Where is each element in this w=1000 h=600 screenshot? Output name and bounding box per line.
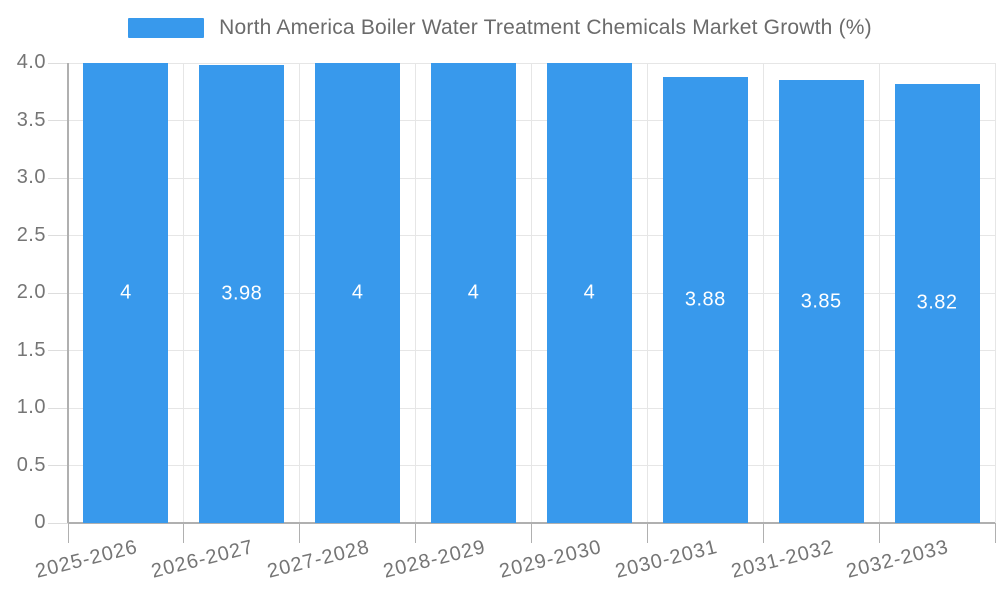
- x-tick-label: 2026-2027: [149, 536, 257, 583]
- y-tick-label: 2.5: [16, 223, 46, 246]
- bar-value-label: 4: [583, 281, 596, 304]
- x-tick-label: 2030-2031: [612, 536, 720, 583]
- x-axis-tick: [67, 523, 69, 543]
- bar[interactable]: [778, 80, 864, 523]
- v-gridline: [762, 63, 764, 523]
- y-axis-tick: [48, 292, 68, 294]
- bar-value-label: 3.88: [684, 288, 726, 311]
- bar[interactable]: [83, 63, 169, 523]
- y-axis-tick: [48, 120, 68, 121]
- x-tick-label: 2025-2026: [33, 536, 141, 583]
- y-tick-label: 0.5: [16, 453, 46, 476]
- y-axis-tick: [48, 350, 68, 351]
- x-tick-label: 2032-2033: [844, 536, 952, 583]
- x-axis-tick: [762, 523, 764, 543]
- v-gridline: [994, 63, 996, 523]
- y-tick-label: 4.0: [16, 51, 46, 74]
- x-axis-tick: [646, 523, 648, 543]
- bar[interactable]: [546, 63, 632, 523]
- bar-value-label: 4: [120, 281, 132, 304]
- bar-value-label: 4: [467, 281, 480, 304]
- v-gridline: [646, 63, 648, 523]
- bar-value-label: 3.85: [800, 290, 842, 313]
- x-tick-label: 2029-2030: [496, 536, 604, 583]
- bar[interactable]: [662, 76, 748, 523]
- v-gridline: [183, 63, 185, 523]
- bar[interactable]: [315, 63, 401, 523]
- v-gridline: [878, 63, 880, 523]
- y-tick-label: 1.0: [16, 396, 46, 419]
- y-axis-tick: [48, 235, 68, 236]
- x-axis-tick: [183, 523, 185, 543]
- bar-value-label: 4: [351, 281, 364, 304]
- legend-swatch[interactable]: [128, 18, 205, 38]
- x-tick-label: 2027-2028: [265, 536, 373, 583]
- x-axis-tick: [299, 523, 301, 543]
- v-gridline: [299, 63, 301, 523]
- y-axis-tick: [48, 407, 68, 409]
- x-axis-tick: [994, 523, 996, 543]
- bar-value-label: 3.82: [916, 291, 958, 314]
- x-axis-line: [68, 522, 995, 524]
- bar[interactable]: [199, 65, 285, 523]
- y-tick-label: 3.0: [16, 166, 46, 189]
- bar[interactable]: [431, 63, 517, 523]
- y-tick-label: 0: [34, 511, 46, 534]
- legend-label[interactable]: North America Boiler Water Treatment Che…: [219, 16, 872, 39]
- bar-value-label: 3.98: [221, 282, 263, 305]
- x-axis-tick: [878, 523, 880, 543]
- x-tick-label: 2031-2032: [728, 536, 836, 583]
- y-tick-label: 3.5: [16, 108, 46, 131]
- x-axis-tick: [531, 523, 532, 543]
- y-tick-label: 2.0: [16, 281, 46, 304]
- bar[interactable]: [894, 83, 980, 523]
- y-axis-tick: [48, 522, 68, 524]
- v-gridline: [415, 63, 417, 523]
- x-tick-label: 2028-2029: [381, 536, 488, 583]
- x-axis-tick: [415, 523, 417, 543]
- legend[interactable]: North America Boiler Water Treatment Che…: [0, 15, 1000, 41]
- y-axis-tick: [48, 177, 68, 179]
- y-axis-tick: [48, 62, 68, 64]
- y-axis-line: [67, 63, 69, 523]
- y-tick-label: 1.5: [16, 338, 46, 361]
- v-gridline: [531, 63, 532, 523]
- y-axis-tick: [48, 465, 68, 466]
